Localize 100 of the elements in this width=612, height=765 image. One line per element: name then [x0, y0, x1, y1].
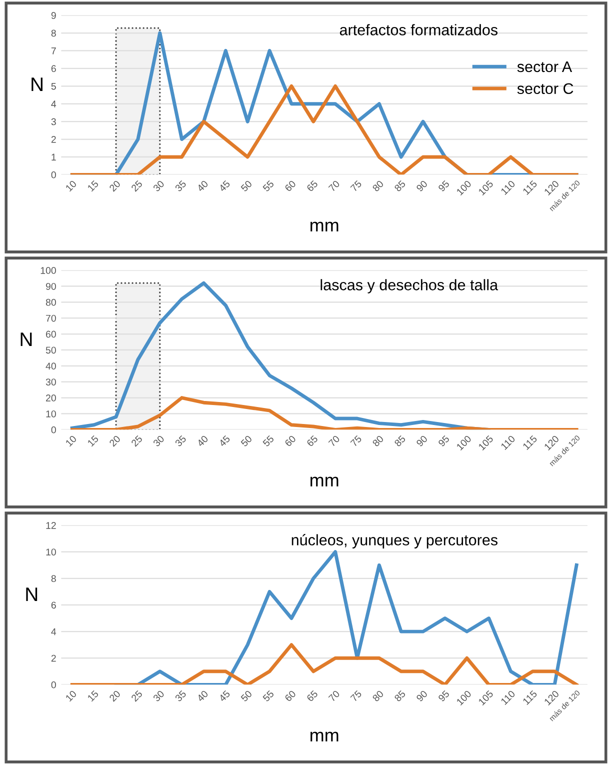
x-tick-label: 55	[262, 435, 274, 447]
x-tick-label: 90	[416, 180, 428, 192]
x-tick-label: 45	[218, 180, 230, 192]
x-axis-title: mm	[310, 732, 338, 742]
x-tick-label: 50	[240, 690, 252, 702]
y-tick-label: 6	[51, 65, 56, 72]
x-tick-label: 50	[240, 434, 252, 447]
y-tick-label: 30	[46, 378, 56, 386]
x-tick-label: 35	[174, 435, 187, 447]
x-tick-label: 105	[478, 690, 494, 706]
y-tick-label: 7	[51, 48, 56, 54]
chart-title: artefactos formatizados	[340, 24, 498, 36]
y-tick-label: 0	[51, 426, 56, 434]
x-tick-label: 90	[416, 690, 428, 702]
x-tick-label: 40	[196, 690, 209, 702]
y-tick-label: 1	[52, 154, 56, 160]
x-tick-label: 115	[522, 180, 538, 196]
x-tick-label: 55	[262, 180, 274, 192]
x-tick-label: 15	[87, 690, 99, 702]
x-tick-label: 75	[350, 180, 362, 192]
x-tick-label: 120	[544, 180, 560, 196]
x-tick-label: 110	[500, 690, 516, 706]
y-axis-title: N	[20, 332, 32, 346]
x-tick-label: 40	[196, 434, 209, 448]
y-tick-label: 2	[51, 136, 56, 143]
x-tick-label: 115	[522, 435, 538, 450]
x-tick-label: 50	[240, 180, 252, 192]
y-tick-label: 50	[46, 346, 56, 354]
y-tick-label: 10	[46, 548, 56, 556]
x-tick-label: 20	[108, 690, 121, 702]
y-tick-label: 10	[46, 410, 56, 418]
line-series	[70, 396, 578, 430]
x-tick-label: 85	[394, 690, 406, 702]
x-tick-label: 100	[456, 434, 472, 451]
x-tick-label: 70	[328, 434, 340, 447]
x-tick-label: 105	[478, 435, 494, 451]
x-tick-label: 80	[372, 180, 384, 192]
x-tick-label: 40	[196, 180, 209, 192]
y-tick-label: 100	[40, 267, 56, 274]
x-tick-label: 20	[108, 180, 121, 192]
y-tick-label: 0	[51, 171, 56, 178]
x-tick-label: 45	[218, 435, 230, 448]
x-tick-label: 65	[306, 690, 318, 702]
x-tick-label: 30	[152, 180, 165, 192]
x-tick-label: 20	[108, 434, 121, 447]
x-tick-label: 15	[87, 435, 99, 447]
x-tick-label: 95	[438, 690, 450, 702]
x-tick-label: 100	[456, 690, 472, 706]
x-tick-label: 65	[306, 180, 318, 192]
x-tick-label: 55	[262, 690, 274, 702]
y-tick-label: 3	[51, 118, 56, 126]
y-tick-label: 9	[51, 12, 56, 19]
line-series	[70, 643, 578, 685]
x-axis-title: mm	[310, 476, 338, 486]
text: lascas y desechos de talla	[320, 279, 498, 294]
x-tick-label: 45	[218, 690, 230, 702]
x-tick-label: 90	[416, 434, 428, 447]
y-axis-title: N	[32, 78, 42, 91]
x-tick-label: 110	[500, 180, 516, 196]
x-tick-label: 35	[174, 690, 187, 702]
x-tick-label: 85	[394, 435, 406, 447]
x-tick-label: 60	[284, 690, 296, 702]
x-tick-label: 85	[394, 180, 406, 192]
text: núcleos, yunques y percutores	[292, 534, 498, 548]
y-tick-label: 4	[51, 628, 56, 636]
y-tick-label: 80	[46, 298, 56, 306]
x-tick-label: 105	[478, 180, 494, 196]
y-tick-label: 6	[51, 602, 56, 609]
x-tick-label: 100	[456, 180, 472, 196]
x-tick-label: 65	[306, 435, 318, 447]
line-series	[70, 84, 578, 175]
y-axis-title: N	[26, 588, 38, 601]
x-tick-label: 95	[438, 180, 450, 192]
x-tick-label: 60	[284, 180, 296, 192]
x-tick-label: 70	[328, 690, 340, 702]
y-tick-label: 20	[46, 394, 56, 402]
x-tick-label: 35	[174, 180, 187, 192]
x-tick-label: 60	[284, 434, 296, 447]
x-tick-label: 30	[152, 690, 165, 702]
x-tick-label: 70	[328, 180, 340, 192]
y-tick-label: 2	[51, 654, 56, 662]
x-tick-label: 15	[87, 180, 99, 192]
x-tick-label: 25	[130, 690, 143, 702]
y-tick-label: 12	[46, 522, 56, 529]
x-tick-label: 120	[544, 690, 560, 706]
y-tick-label: 0	[51, 681, 56, 688]
x-tick-label: 10	[65, 434, 77, 447]
x-tick-label: 10	[65, 180, 77, 192]
x-axis-title: mm	[310, 222, 338, 232]
y-tick-label: 90	[46, 282, 56, 290]
x-tick-label: 110	[500, 434, 516, 450]
x-tick-label: 80	[372, 434, 384, 447]
y-tick-label: 4	[51, 100, 56, 108]
x-tick-label: 30	[152, 434, 165, 447]
x-tick-label: 95	[438, 435, 450, 447]
x-tick-label: 80	[372, 690, 384, 702]
legend-label: sector A	[517, 61, 572, 72]
x-tick-label: 75	[350, 435, 362, 447]
y-tick-label: 5	[51, 82, 56, 90]
legend-label: sector C	[517, 83, 574, 94]
